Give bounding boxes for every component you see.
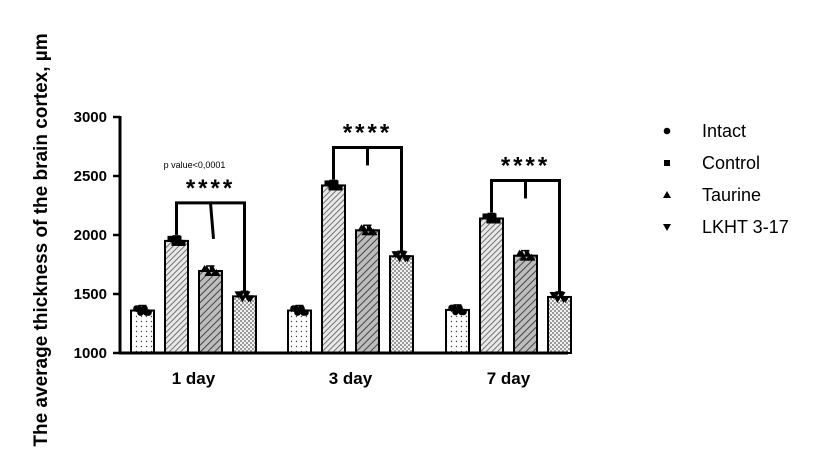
bar-control <box>321 184 346 354</box>
bar-control <box>164 239 189 354</box>
bars <box>130 179 572 355</box>
data-point-marker <box>204 268 213 276</box>
bar-taurine <box>513 254 538 354</box>
data-point-marker <box>492 217 499 224</box>
data-point-marker <box>332 180 339 187</box>
bar-lkht-3-17 <box>389 255 414 354</box>
data-point-marker <box>359 224 368 232</box>
significance-bracket-tick <box>209 202 215 240</box>
significance-annotations: **** p value<0,0001 **** **** <box>164 119 561 292</box>
legend-marker-triangle-down <box>663 224 671 231</box>
data-point-marker <box>517 249 526 257</box>
data-point-marker <box>557 291 566 299</box>
data-point-marker <box>559 295 568 303</box>
legend-item: Control <box>664 153 760 173</box>
data-point-marker <box>169 235 176 242</box>
x-category-label: 3 day <box>329 369 373 388</box>
data-point-marker <box>177 239 184 246</box>
bar-lkht-3-17 <box>547 295 572 355</box>
bar-intact <box>130 309 155 354</box>
legend-marker-circle <box>663 127 671 135</box>
data-point-marker <box>326 180 333 187</box>
data-point-marker <box>458 308 465 316</box>
data-point-marker <box>236 291 245 299</box>
data-point-marker <box>143 309 150 316</box>
data-points <box>357 224 378 236</box>
bar-lkht-3-17 <box>232 295 257 354</box>
data-point-marker <box>450 304 457 312</box>
data-point-marker <box>551 291 560 299</box>
bar-taurine <box>355 229 380 354</box>
p-value-note: p value<0,0001 <box>164 160 226 170</box>
data-point-marker <box>486 217 493 224</box>
y-tick-label: 1000 <box>74 345 107 362</box>
bar-control <box>479 217 504 354</box>
data-point-marker <box>519 253 528 261</box>
legend-label: Control <box>702 153 760 173</box>
data-points <box>482 213 501 224</box>
bar-intact <box>287 309 312 354</box>
data-point-marker <box>210 268 219 276</box>
data-points <box>167 235 186 246</box>
significance-stars: **** <box>186 175 235 202</box>
y-tick-label: 3000 <box>74 109 107 126</box>
x-category-label: 7 day <box>487 369 531 388</box>
data-point-marker <box>525 253 534 261</box>
data-point-marker <box>328 184 335 191</box>
data-points <box>515 249 536 261</box>
data-point-marker <box>171 239 178 246</box>
axes: 1000 1500 2000 2500 3000 1 day 3 day 7 day <box>74 109 568 388</box>
data-point-marker <box>393 251 402 259</box>
legend-label: LKHT 3-17 <box>702 217 789 237</box>
x-category-label: 1 day <box>172 369 216 388</box>
legend-label: Taurine <box>702 185 761 205</box>
bar-taurine <box>198 269 223 354</box>
data-point-marker <box>361 228 370 236</box>
legend-label: Intact <box>702 121 746 141</box>
data-points <box>391 251 412 263</box>
legend-item: Taurine <box>663 185 761 205</box>
data-point-marker <box>334 184 341 191</box>
data-points <box>448 304 467 316</box>
data-point-marker <box>367 228 376 236</box>
data-point-marker <box>242 291 251 299</box>
y-tick-label: 2500 <box>74 168 107 185</box>
data-point-marker <box>401 255 410 263</box>
data-points <box>290 305 309 316</box>
bar-intact <box>445 308 470 354</box>
data-point-marker <box>135 305 142 312</box>
y-axis-label: The average thickness of the brain corte… <box>31 33 52 446</box>
data-points <box>549 291 570 303</box>
data-point-marker <box>484 213 491 220</box>
data-point-marker <box>244 295 253 303</box>
y-tick-label: 1500 <box>74 286 107 303</box>
data-points <box>234 291 255 303</box>
legend-marker-triangle <box>663 191 671 198</box>
data-points <box>200 264 221 276</box>
legend-item: LKHT 3-17 <box>663 217 789 237</box>
legend: Intact Control Taurine LKHT 3-17 <box>663 121 789 237</box>
data-point-marker <box>399 251 408 259</box>
data-points <box>133 305 152 316</box>
significance-stars: **** <box>501 152 550 179</box>
data-point-marker <box>175 235 182 242</box>
legend-item: Intact <box>663 121 746 141</box>
data-point-marker <box>202 264 211 272</box>
data-point-marker <box>292 305 299 312</box>
significance-stars: **** <box>343 119 392 146</box>
data-point-marker <box>300 309 307 316</box>
data-point-marker <box>490 213 497 220</box>
data-points <box>324 180 343 191</box>
legend-marker-square <box>664 160 670 166</box>
y-tick-label: 2000 <box>74 227 107 244</box>
